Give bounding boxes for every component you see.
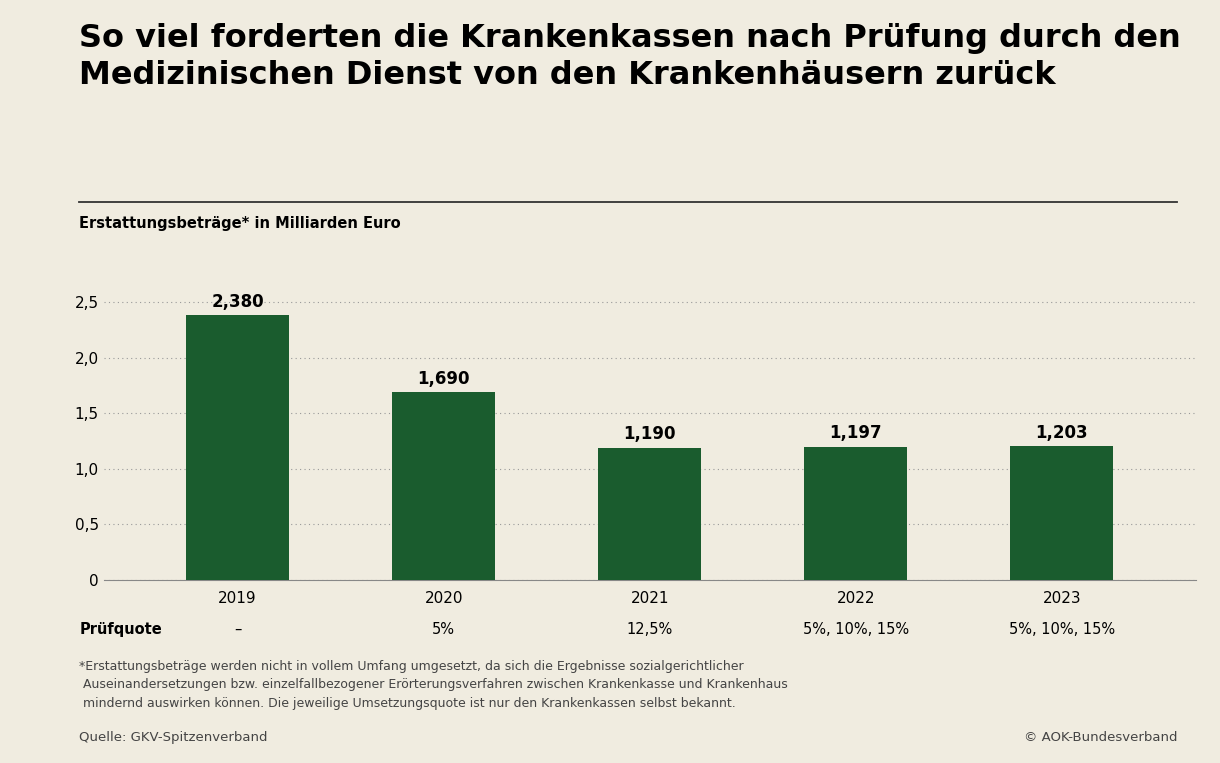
Text: 5%, 10%, 15%: 5%, 10%, 15% bbox=[803, 622, 909, 637]
Text: 1,203: 1,203 bbox=[1036, 423, 1088, 442]
Text: 5%, 10%, 15%: 5%, 10%, 15% bbox=[1009, 622, 1115, 637]
Text: 2,380: 2,380 bbox=[211, 293, 264, 311]
Bar bbox=[187, 315, 289, 580]
Bar bbox=[392, 392, 495, 580]
Bar bbox=[804, 447, 908, 580]
Text: Prüfquote: Prüfquote bbox=[79, 622, 162, 637]
Text: Quelle: GKV-Spitzenverband: Quelle: GKV-Spitzenverband bbox=[79, 731, 268, 744]
Text: 1,690: 1,690 bbox=[417, 369, 470, 388]
Bar bbox=[1010, 446, 1113, 580]
Bar bbox=[598, 448, 701, 580]
Text: © AOK-Bundesverband: © AOK-Bundesverband bbox=[1024, 731, 1177, 744]
Text: Erstattungsbeträge* in Milliarden Euro: Erstattungsbeträge* in Milliarden Euro bbox=[79, 216, 401, 231]
Text: *Erstattungsbeträge werden nicht in vollem Umfang umgesetzt, da sich die Ergebni: *Erstattungsbeträge werden nicht in voll… bbox=[79, 660, 788, 710]
Text: 1,197: 1,197 bbox=[830, 424, 882, 443]
Text: So viel forderten die Krankenkassen nach Prüfung durch den
Medizinischen Dienst : So viel forderten die Krankenkassen nach… bbox=[79, 23, 1181, 91]
Text: –: – bbox=[234, 622, 242, 637]
Text: 12,5%: 12,5% bbox=[627, 622, 672, 637]
Text: 5%: 5% bbox=[432, 622, 455, 637]
Text: 1,190: 1,190 bbox=[623, 425, 676, 443]
